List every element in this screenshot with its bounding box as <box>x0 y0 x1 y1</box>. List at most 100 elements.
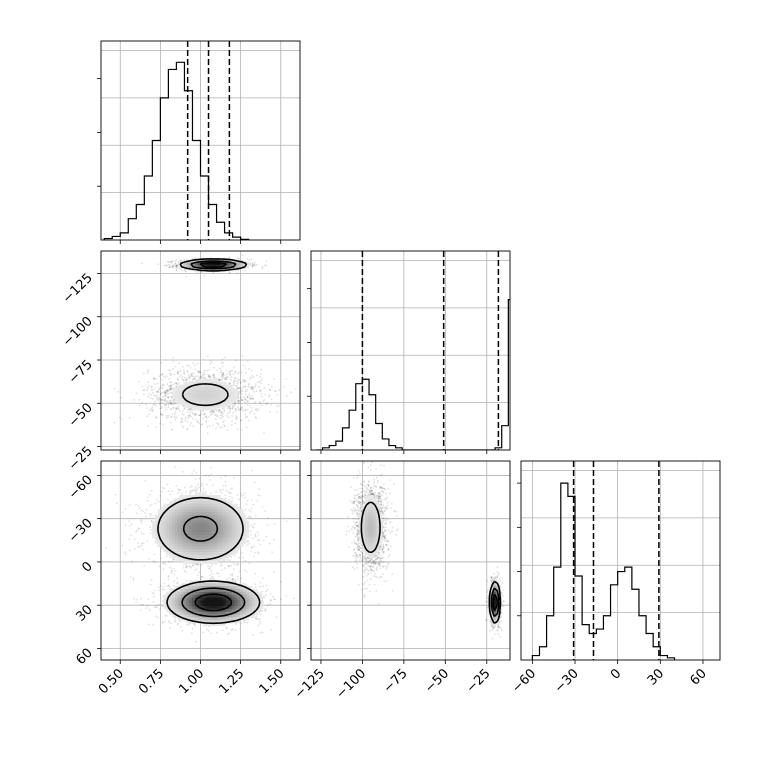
density-cell <box>217 398 221 402</box>
sample-point <box>239 397 242 400</box>
sample-point <box>221 371 224 374</box>
sample-point <box>158 396 160 399</box>
sample-point <box>252 265 254 268</box>
sample-point <box>190 373 193 376</box>
sample-point <box>170 572 173 574</box>
sample-point <box>246 395 249 398</box>
sample-point <box>223 378 226 381</box>
panels <box>97 40 721 664</box>
sample-point <box>161 373 164 375</box>
sample-point <box>257 408 260 411</box>
sample-point <box>220 410 223 413</box>
sample-point <box>238 402 241 404</box>
sample-point <box>145 515 147 518</box>
sample-point <box>236 378 239 380</box>
sample-point <box>179 421 182 424</box>
sample-point <box>216 631 218 634</box>
sample-point <box>262 400 265 403</box>
sample-point <box>265 535 267 538</box>
sample-point <box>174 417 177 419</box>
sample-point <box>170 569 173 572</box>
grid <box>101 251 300 450</box>
sample-point <box>243 380 246 383</box>
sample-point <box>241 390 244 392</box>
sample-point <box>164 397 167 400</box>
sample-point <box>152 408 154 411</box>
sample-point <box>188 492 191 495</box>
sample-point <box>260 395 263 398</box>
sample-point <box>151 406 154 408</box>
density-cell <box>183 395 187 400</box>
panel-p1-vs-p0 <box>97 250 301 454</box>
sample-point <box>172 263 175 266</box>
sample-point <box>169 566 171 569</box>
sample-point <box>243 513 245 515</box>
sample-point <box>176 383 179 386</box>
sample-point <box>244 367 247 369</box>
sample-point <box>195 375 197 378</box>
sample-point <box>242 399 245 402</box>
sample-point <box>149 515 152 517</box>
density-cell <box>177 265 181 269</box>
sample-point <box>136 392 138 395</box>
sample-point <box>212 424 215 427</box>
density-cell <box>209 378 213 383</box>
density-cell <box>211 398 216 402</box>
density-cell <box>209 268 213 272</box>
sample-point <box>186 379 189 381</box>
sample-point <box>240 577 243 580</box>
density-cell <box>214 268 218 272</box>
sample-point <box>239 382 242 384</box>
sample-point <box>175 485 178 487</box>
density-cell <box>180 398 184 402</box>
sample-point <box>207 355 209 358</box>
sample-point <box>137 527 140 530</box>
density-cell <box>211 401 216 405</box>
sample-point <box>192 564 195 567</box>
sample-point <box>257 624 259 627</box>
density-cell <box>203 268 207 272</box>
sample-point <box>150 529 153 531</box>
sample-point <box>138 380 141 383</box>
sample-point <box>211 411 214 414</box>
sample-point <box>168 369 170 372</box>
density-cell <box>206 262 210 266</box>
sample-point <box>278 389 280 392</box>
sample-point <box>205 415 208 418</box>
sample-point <box>176 378 179 380</box>
sample-point <box>159 403 162 406</box>
sample-point <box>253 545 256 548</box>
sample-point <box>155 404 158 407</box>
sample-point <box>170 381 173 384</box>
sample-point <box>235 385 238 388</box>
sample-point <box>168 388 171 391</box>
sample-point <box>237 399 240 402</box>
sample-point <box>178 375 181 378</box>
sample-point <box>239 407 242 410</box>
sample-point <box>217 572 220 575</box>
sample-point <box>167 390 169 392</box>
sample-point <box>149 493 151 496</box>
sample-point <box>229 559 232 561</box>
sample-point <box>183 371 186 374</box>
sample-point <box>208 375 210 378</box>
sample-point <box>184 420 187 422</box>
sample-point <box>253 413 256 415</box>
sample-point <box>229 491 232 494</box>
density-cell <box>220 262 224 266</box>
sample-point <box>168 389 170 392</box>
sample-point <box>247 419 250 422</box>
sample-point <box>164 404 167 406</box>
sample-point <box>158 375 161 378</box>
density-cell <box>177 395 181 400</box>
sample-point <box>236 562 239 565</box>
sample-point <box>153 394 156 396</box>
sample-point <box>250 385 253 388</box>
density-cell <box>180 393 184 397</box>
sample-point <box>170 387 173 390</box>
sample-point <box>193 488 196 491</box>
sample-point <box>214 418 217 420</box>
sample-point <box>167 578 170 581</box>
sample-point <box>195 418 198 421</box>
sample-point <box>164 390 167 393</box>
